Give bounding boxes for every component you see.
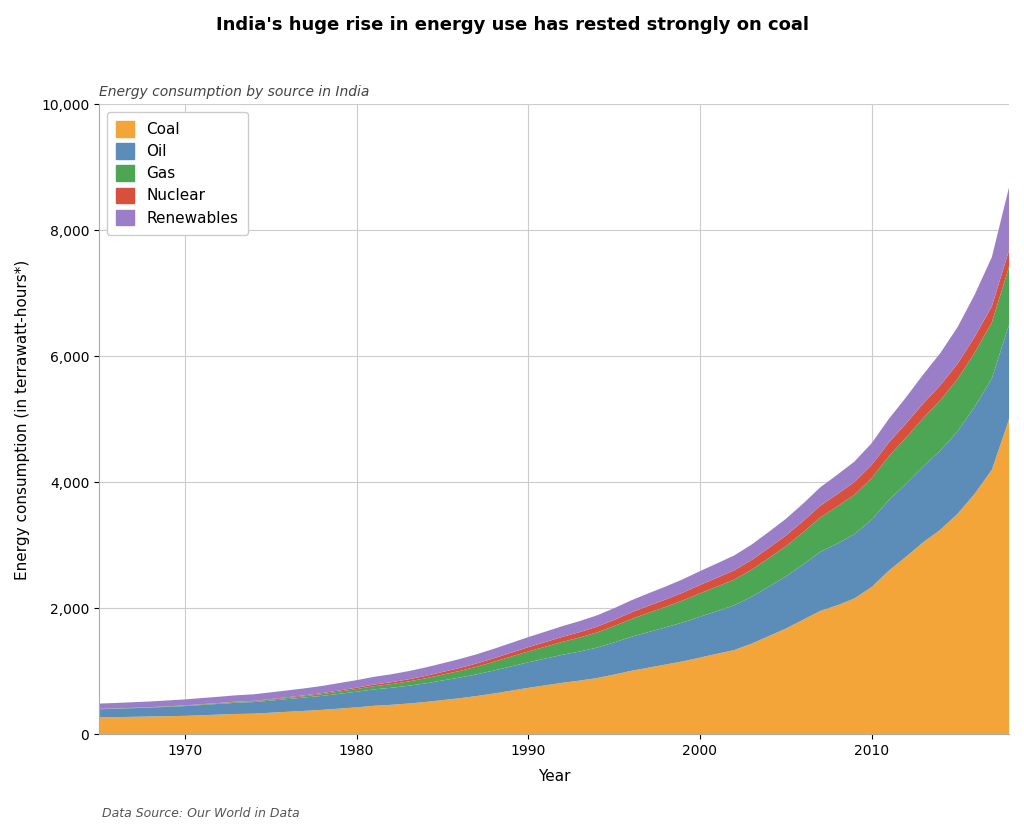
Text: India's huge rise in energy use has rested strongly on coal: India's huge rise in energy use has rest… — [215, 16, 809, 35]
X-axis label: Year: Year — [538, 770, 570, 784]
Text: Energy consumption by source in India: Energy consumption by source in India — [99, 85, 370, 99]
Legend: Coal, Oil, Gas, Nuclear, Renewables: Coal, Oil, Gas, Nuclear, Renewables — [106, 112, 248, 235]
Y-axis label: Energy consumption (in terrawatt-hours*): Energy consumption (in terrawatt-hours*) — [15, 260, 30, 579]
Text: Data Source: Our World in Data: Data Source: Our World in Data — [102, 807, 300, 820]
